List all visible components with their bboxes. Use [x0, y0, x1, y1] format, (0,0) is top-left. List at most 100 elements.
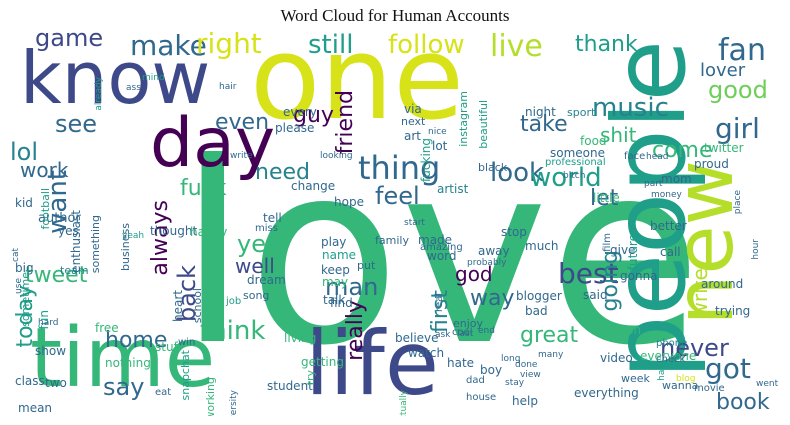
cloud-word-actually: actually: [399, 390, 409, 416]
cloud-word-house: house: [466, 392, 497, 403]
cloud-word-every: every: [283, 105, 317, 119]
cloud-word-going: going: [598, 250, 623, 312]
cloud-word-give: give: [610, 243, 636, 257]
cloud-word-real: real: [434, 293, 445, 312]
cloud-word-proud: proud: [694, 157, 729, 171]
cloud-word-university: university: [229, 390, 239, 416]
cloud-word-wanna: wanna: [662, 379, 699, 392]
cloud-word-think: think: [200, 316, 266, 346]
cloud-word-stop: stop: [501, 225, 527, 239]
cloud-word-help: help: [512, 394, 538, 408]
cloud-word-mom: mom: [661, 172, 692, 186]
cloud-word-book: book: [716, 390, 770, 415]
cloud-word-life: life: [305, 312, 440, 415]
cloud-word-ask: ask: [435, 330, 451, 340]
cloud-word-done: done: [515, 360, 538, 370]
cloud-word-someone: someone: [550, 146, 605, 160]
cloud-word-black: black: [478, 161, 508, 174]
cloud-word-find: find: [330, 296, 353, 310]
cloud-word-win: win: [178, 337, 196, 348]
cloud-word-snapchat: snapchat: [179, 350, 192, 401]
cloud-word-yes: yes: [58, 224, 79, 238]
cloud-word-place: place: [733, 190, 743, 215]
cloud-word-word: word: [427, 249, 457, 263]
cloud-word-everything: everything: [574, 386, 639, 400]
cloud-word-way: way: [470, 286, 515, 311]
cloud-word-thought: thought: [150, 224, 198, 238]
cloud-word-blog: blog: [676, 374, 696, 384]
cloud-word-away: away: [478, 244, 510, 258]
cloud-word-right: right: [196, 30, 262, 60]
cloud-word-best: best: [558, 257, 619, 290]
cloud-word-world: world: [530, 163, 602, 193]
cloud-word-take: take: [520, 112, 568, 137]
cloud-word-watch: watch: [408, 346, 445, 360]
cloud-word-tweet: tweet: [25, 263, 88, 288]
cloud-word-via: via: [404, 102, 422, 116]
cloud-word-kid: kid: [15, 196, 33, 210]
cloud-word-part: part: [644, 179, 663, 189]
cloud-word-check: check: [656, 354, 686, 365]
cloud-word-come: come: [652, 138, 713, 163]
cloud-word-nice: nice: [428, 127, 447, 137]
cloud-word-free: free: [95, 321, 119, 335]
cloud-word-music: music: [592, 93, 669, 123]
cloud-word-god: god: [455, 262, 493, 286]
cloud-word-live: live: [490, 30, 543, 64]
cloud-word-instagram: instagram: [457, 91, 470, 147]
cloud-word-home: home: [105, 328, 168, 353]
cloud-word-start: start: [404, 218, 425, 228]
cloud-word-sometime: sometime: [19, 272, 32, 327]
cloud-word-cat: cat: [11, 248, 21, 262]
cloud-word-write: write: [230, 151, 253, 161]
cloud-word-good: good: [708, 76, 768, 104]
cloud-word-man: man: [325, 273, 379, 301]
cloud-word-let: let: [590, 186, 619, 211]
cloud-word-getting: getting: [301, 355, 344, 369]
cloud-word-sport: sport: [567, 106, 596, 119]
cloud-word-phone: phone: [656, 338, 688, 349]
cloud-word-even: even: [215, 110, 270, 135]
cloud-word-know: know: [20, 36, 211, 120]
cloud-word-one: one: [250, 30, 464, 146]
cloud-word-need: need: [255, 160, 310, 185]
cloud-word-person: person: [600, 323, 642, 337]
cloud-word-artist: artist: [437, 182, 469, 196]
cloud-word-stuff: stuff: [155, 340, 182, 354]
cloud-word-money: money: [651, 190, 682, 200]
cloud-word-hair: hair: [219, 82, 237, 92]
cloud-word-face: face: [624, 151, 646, 162]
cloud-word-long: long: [501, 354, 521, 364]
cloud-word-thank: thank: [575, 32, 638, 57]
cloud-word-hour: hour: [751, 239, 761, 260]
cloud-word-half: half: [657, 364, 667, 381]
cloud-word-guy: guy: [293, 103, 334, 128]
cloud-word-shit: shit: [600, 123, 637, 147]
cloud-word-song: song: [243, 289, 270, 302]
cloud-word-hate: hate: [447, 356, 475, 370]
cloud-word-amazing: amazing: [420, 242, 463, 253]
cloud-word-working: working: [204, 377, 217, 416]
cloud-word-make: make: [130, 30, 207, 62]
cloud-word-food: food: [580, 134, 607, 148]
cloud-word-tell: tell: [263, 211, 282, 225]
cloud-word-enthusiast: enthusiast: [69, 210, 83, 273]
cloud-word-play: play: [321, 235, 347, 249]
cloud-word-mean: mean: [18, 401, 53, 415]
cloud-word-went: went: [756, 379, 779, 389]
cloud-word-school: school: [191, 288, 204, 324]
cloud-word-girl: girl: [715, 112, 760, 145]
cloud-word-yeah: yeah: [122, 231, 145, 241]
cloud-word-work: work: [20, 158, 69, 182]
cloud-word-miss: miss: [255, 223, 278, 234]
cloud-word-much: much: [525, 239, 559, 253]
cloud-word-trying: trying: [715, 304, 751, 318]
cloud-word-year: year: [237, 230, 291, 258]
cloud-word-team: team: [60, 264, 89, 277]
cloud-word-got: got: [705, 352, 751, 385]
cloud-word-game: game: [35, 30, 104, 52]
cloud-word-job: job: [226, 296, 242, 307]
cloud-word-may: may: [322, 275, 349, 289]
cloud-word-please: please: [275, 121, 315, 135]
cloud-word-family: family: [375, 234, 409, 247]
